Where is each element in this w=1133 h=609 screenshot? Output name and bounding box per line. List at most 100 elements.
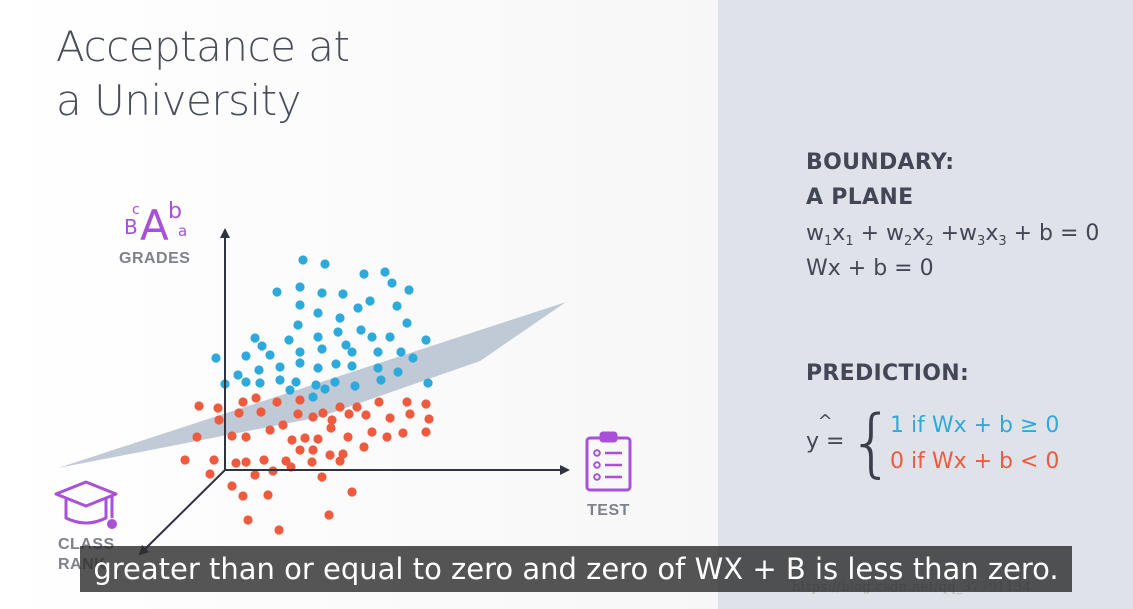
y-hat-label: ^ y = <box>806 412 844 453</box>
rejected-point <box>263 490 273 500</box>
rejected-point <box>209 455 219 465</box>
accepted-point <box>233 370 243 380</box>
rejected-point <box>180 455 190 465</box>
rejected-point <box>256 407 266 417</box>
rejected-point <box>326 423 336 433</box>
rejected-point <box>359 442 369 452</box>
accepted-point <box>295 300 305 310</box>
grades-icon-letter-c: c <box>132 202 140 218</box>
accepted-point <box>257 341 267 351</box>
rejected-point <box>367 427 377 437</box>
accepted-point <box>396 347 406 357</box>
eq-w1: w <box>806 221 824 246</box>
rejected-point <box>421 427 431 437</box>
accepted-point <box>284 335 294 345</box>
rejected-point <box>382 432 392 442</box>
accepted-point <box>338 289 348 299</box>
prediction-case-negative: 0 if Wx + b < 0 <box>890 449 1060 474</box>
rejected-point <box>317 472 327 482</box>
accepted-point <box>250 333 260 343</box>
rejected-point <box>231 458 241 468</box>
rejected-point <box>238 491 248 501</box>
piecewise-brace: { <box>848 400 896 486</box>
accepted-point <box>313 363 323 373</box>
accepted-point <box>404 285 414 295</box>
rejected-point <box>385 413 395 423</box>
video-subtitle: greater than or equal to zero and zero o… <box>80 546 1072 592</box>
prediction-case-positive: 1 if Wx + b ≥ 0 <box>890 413 1060 438</box>
rejected-point <box>192 432 202 442</box>
accepted-point <box>317 288 327 298</box>
rejected-point <box>424 414 434 424</box>
rejected-point <box>361 410 371 420</box>
rejected-point <box>335 456 345 466</box>
rejected-point <box>243 515 253 525</box>
eq-x3: x <box>985 221 999 246</box>
accepted-point <box>320 384 330 394</box>
rejected-point <box>213 403 223 413</box>
rejected-point <box>308 412 318 422</box>
rejected-point <box>347 487 357 497</box>
eq-x1: x <box>832 221 846 246</box>
accepted-point <box>387 278 397 288</box>
rejected-point <box>250 470 260 480</box>
rejected-point <box>344 409 354 419</box>
rejected-point <box>295 445 305 455</box>
eq-tail: + b = 0 <box>1006 221 1100 246</box>
rejected-point <box>398 428 408 438</box>
grades-letters-icon: B c A b a <box>124 199 187 250</box>
boundary-heading-line-2: A PLANE <box>806 185 914 210</box>
accepted-point <box>254 365 264 375</box>
accepted-point <box>423 378 433 388</box>
accepted-point <box>330 377 340 387</box>
eq-x1-sub: 1 <box>845 234 854 249</box>
slide-title-line-2: a University <box>56 76 301 125</box>
slide-title-line-1: Acceptance at <box>56 22 350 71</box>
accepted-point <box>408 353 418 363</box>
accepted-point <box>295 358 305 368</box>
rejected-point <box>295 395 305 405</box>
accepted-point <box>265 350 275 360</box>
rejected-point <box>374 397 384 407</box>
accepted-point <box>295 347 305 357</box>
class-rank-axis <box>138 469 226 556</box>
accepted-point <box>333 327 343 337</box>
accepted-point <box>373 347 383 357</box>
rejected-point <box>234 408 244 418</box>
accepted-point <box>367 332 377 342</box>
accepted-point <box>298 255 308 265</box>
accepted-point <box>241 351 251 361</box>
rejected-point <box>241 432 251 442</box>
test-axis-label: TEST <box>587 502 630 519</box>
rejected-point <box>402 397 412 407</box>
accepted-point <box>211 353 221 363</box>
accepted-point <box>356 325 366 335</box>
rejected-point <box>265 425 275 435</box>
test-clipboard-icon <box>585 431 632 492</box>
accepted-point <box>393 367 403 377</box>
accepted-point <box>255 378 265 388</box>
grades-icon-letter-B: B <box>124 215 138 239</box>
accepted-point <box>275 375 285 385</box>
accepted-point <box>293 320 303 330</box>
rejected-point <box>327 415 337 425</box>
data-points-front <box>180 335 434 535</box>
rejected-point <box>307 457 317 467</box>
3d-scatter-diagram: B c A b a <box>54 199 632 556</box>
eq-w3: +w <box>933 221 978 246</box>
grades-axis-label: GRADES <box>119 250 191 267</box>
grades-icon-letter-b: b <box>168 199 182 224</box>
slide-right-panel <box>718 0 1133 609</box>
rejected-point <box>227 481 237 491</box>
accepted-point <box>291 377 301 387</box>
eq-w3-sub: 3 <box>977 234 986 249</box>
eq-x3-sub: 3 <box>998 234 1007 249</box>
accepted-point <box>347 361 357 371</box>
rejected-point <box>238 397 248 407</box>
rejected-point <box>227 431 237 441</box>
eq-x2-sub: 2 <box>925 234 934 249</box>
accepted-point <box>308 392 318 402</box>
accepted-point <box>331 359 341 369</box>
rejected-point <box>318 408 328 418</box>
grades-icon-letter-A: A <box>140 201 169 250</box>
